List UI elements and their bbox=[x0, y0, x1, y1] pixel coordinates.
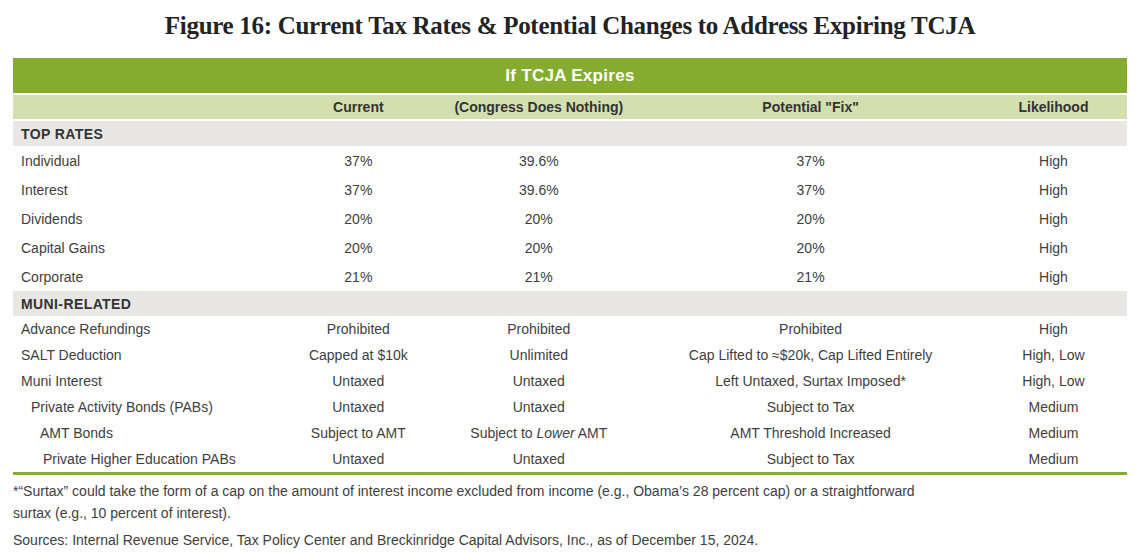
cell-current: Prohibited bbox=[280, 316, 436, 342]
cell-likelihood: Medium bbox=[980, 420, 1127, 446]
row-label: AMT Bonds bbox=[13, 420, 280, 446]
cell-expires: 20% bbox=[436, 233, 641, 262]
section-header-row: MUNI-RELATED bbox=[13, 291, 1127, 316]
cell-fix: 20% bbox=[641, 233, 980, 262]
section-header: MUNI-RELATED bbox=[13, 291, 1127, 316]
table-row: Private Higher Education PABsUntaxedUnta… bbox=[13, 446, 1127, 472]
cell-likelihood: Medium bbox=[980, 446, 1127, 472]
cell-likelihood: High, Low bbox=[980, 368, 1127, 394]
cell-current: Subject to AMT bbox=[280, 420, 436, 446]
table-row: SALT DeductionCapped at $10kUnlimitedCap… bbox=[13, 342, 1127, 368]
row-label: SALT Deduction bbox=[13, 342, 280, 368]
row-label: Dividends bbox=[13, 204, 280, 233]
cell-current: 20% bbox=[280, 204, 436, 233]
cell-expires: 39.6% bbox=[436, 146, 641, 175]
table-row: Dividends20%20%20%High bbox=[13, 204, 1127, 233]
cell-fix: 20% bbox=[641, 204, 980, 233]
footnote-line-1: *“Surtax” could take the form of a cap o… bbox=[13, 483, 915, 499]
cell-expires: Untaxed bbox=[436, 446, 641, 472]
cell-current: Untaxed bbox=[280, 394, 436, 420]
table-row: Individual37%39.6%37%High bbox=[13, 146, 1127, 175]
cell-likelihood: High bbox=[980, 316, 1127, 342]
cell-current: Capped at $10k bbox=[280, 342, 436, 368]
table-row: AMT BondsSubject to AMTSubject to Lower … bbox=[13, 420, 1127, 446]
cell-likelihood: High bbox=[980, 204, 1127, 233]
banner-row: If TCJA Expires bbox=[13, 58, 1127, 95]
cell-expires: Untaxed bbox=[436, 394, 641, 420]
colhead-potential-fix: Potential "Fix" bbox=[641, 95, 980, 121]
sources: Sources: Internal Revenue Service, Tax P… bbox=[13, 529, 1127, 551]
tax-table-wrap: If TCJA Expires Current(Congress Does No… bbox=[13, 58, 1127, 475]
cell-current: 37% bbox=[280, 175, 436, 204]
cell-fix: Left Untaxed, Surtax Imposed* bbox=[641, 368, 980, 394]
row-label: Corporate bbox=[13, 262, 280, 291]
footnote: *“Surtax” could take the form of a cap o… bbox=[13, 480, 1127, 524]
tax-rates-table: If TCJA Expires Current(Congress Does No… bbox=[13, 58, 1127, 472]
section-header: TOP RATES bbox=[13, 121, 1127, 146]
footnote-line-2: surtax (e.g., 10 percent of interest). bbox=[13, 505, 231, 521]
cell-current: 37% bbox=[280, 146, 436, 175]
figure-title: Figure 16: Current Tax Rates & Potential… bbox=[0, 11, 1140, 41]
cell-likelihood: High, Low bbox=[980, 342, 1127, 368]
cell-expires: 20% bbox=[436, 204, 641, 233]
cell-current: Untaxed bbox=[280, 446, 436, 472]
cell-fix: AMT Threshold Increased bbox=[641, 420, 980, 446]
row-label: Private Activity Bonds (PABs) bbox=[13, 394, 280, 420]
table-row: Corporate21%21%21%High bbox=[13, 262, 1127, 291]
row-label: Private Higher Education PABs bbox=[13, 446, 280, 472]
cell-fix: Prohibited bbox=[641, 316, 980, 342]
cell-likelihood: High bbox=[980, 262, 1127, 291]
cell-fix: Subject to Tax bbox=[641, 446, 980, 472]
column-header-row: Current(Congress Does Nothing)Potential … bbox=[13, 95, 1127, 121]
cell-expires: 21% bbox=[436, 262, 641, 291]
table-bottom-rule bbox=[13, 472, 1127, 475]
cell-likelihood: Medium bbox=[980, 394, 1127, 420]
cell-expires: 39.6% bbox=[436, 175, 641, 204]
table-row: Private Activity Bonds (PABs)UntaxedUnta… bbox=[13, 394, 1127, 420]
cell-likelihood: High bbox=[980, 233, 1127, 262]
cell-fix: 37% bbox=[641, 146, 980, 175]
cell-fix: Subject to Tax bbox=[641, 394, 980, 420]
cell-current: 21% bbox=[280, 262, 436, 291]
cell-current: 20% bbox=[280, 233, 436, 262]
cell-likelihood: High bbox=[980, 175, 1127, 204]
table-row: Advance RefundingsProhibitedProhibitedPr… bbox=[13, 316, 1127, 342]
cell-expires: Prohibited bbox=[436, 316, 641, 342]
colhead-current: Current bbox=[280, 95, 436, 121]
cell-likelihood: High bbox=[980, 146, 1127, 175]
colhead-spacer bbox=[13, 95, 280, 121]
cell-expires: Unlimited bbox=[436, 342, 641, 368]
table-row: Capital Gains20%20%20%High bbox=[13, 233, 1127, 262]
row-label: Muni Interest bbox=[13, 368, 280, 394]
row-label: Interest bbox=[13, 175, 280, 204]
cell-fix: Cap Lifted to ≈$20k, Cap Lifted Entirely bbox=[641, 342, 980, 368]
cell-expires: Subject to Lower AMT bbox=[436, 420, 641, 446]
section-header-row: TOP RATES bbox=[13, 121, 1127, 146]
row-label: Individual bbox=[13, 146, 280, 175]
cell-fix: 37% bbox=[641, 175, 980, 204]
table-row: Muni InterestUntaxedUntaxedLeft Untaxed,… bbox=[13, 368, 1127, 394]
cell-expires: Untaxed bbox=[436, 368, 641, 394]
cell-current: Untaxed bbox=[280, 368, 436, 394]
table-row: Interest37%39.6%37%High bbox=[13, 175, 1127, 204]
figure-page: Figure 16: Current Tax Rates & Potential… bbox=[0, 11, 1140, 551]
row-label: Capital Gains bbox=[13, 233, 280, 262]
notes-block: *“Surtax” could take the form of a cap o… bbox=[13, 480, 1127, 551]
banner-if-tcja-expires: If TCJA Expires bbox=[13, 58, 1127, 95]
colhead-likelihood: Likelihood bbox=[980, 95, 1127, 121]
colhead-congress-does-nothing: (Congress Does Nothing) bbox=[436, 95, 641, 121]
cell-fix: 21% bbox=[641, 262, 980, 291]
row-label: Advance Refundings bbox=[13, 316, 280, 342]
